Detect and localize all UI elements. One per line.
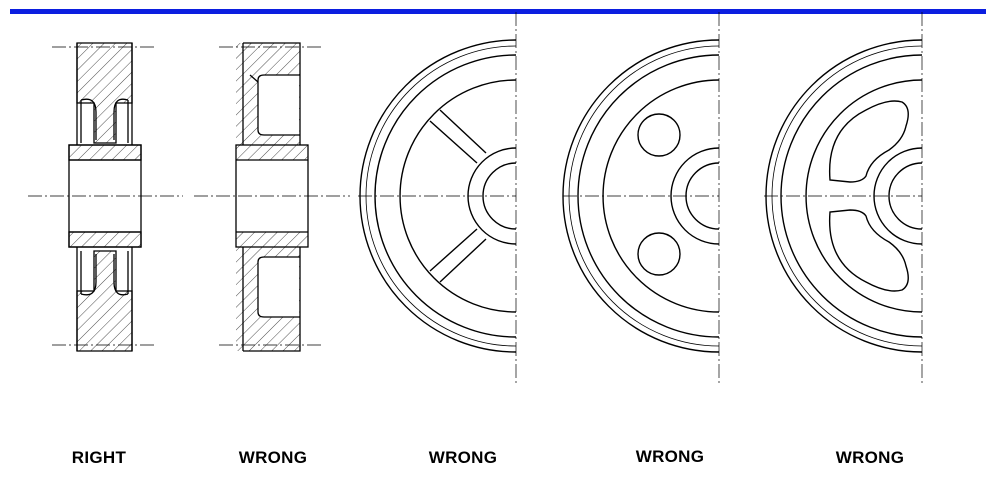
- caption-view-5: WRONG: [835, 448, 905, 467]
- view-wrong-section: [194, 42, 350, 352]
- view-right-section: [28, 42, 183, 352]
- caption-view-3: WRONG: [428, 448, 498, 467]
- view-wrong-slots: [764, 12, 923, 386]
- view-wrong-spokes: [358, 12, 517, 386]
- caption-view-4: WRONG: [635, 447, 705, 466]
- top-rule: [10, 9, 986, 14]
- caption-view-2: WRONG: [238, 448, 308, 467]
- caption-view-1: RIGHT: [71, 448, 127, 467]
- view-wrong-holes: [562, 12, 720, 386]
